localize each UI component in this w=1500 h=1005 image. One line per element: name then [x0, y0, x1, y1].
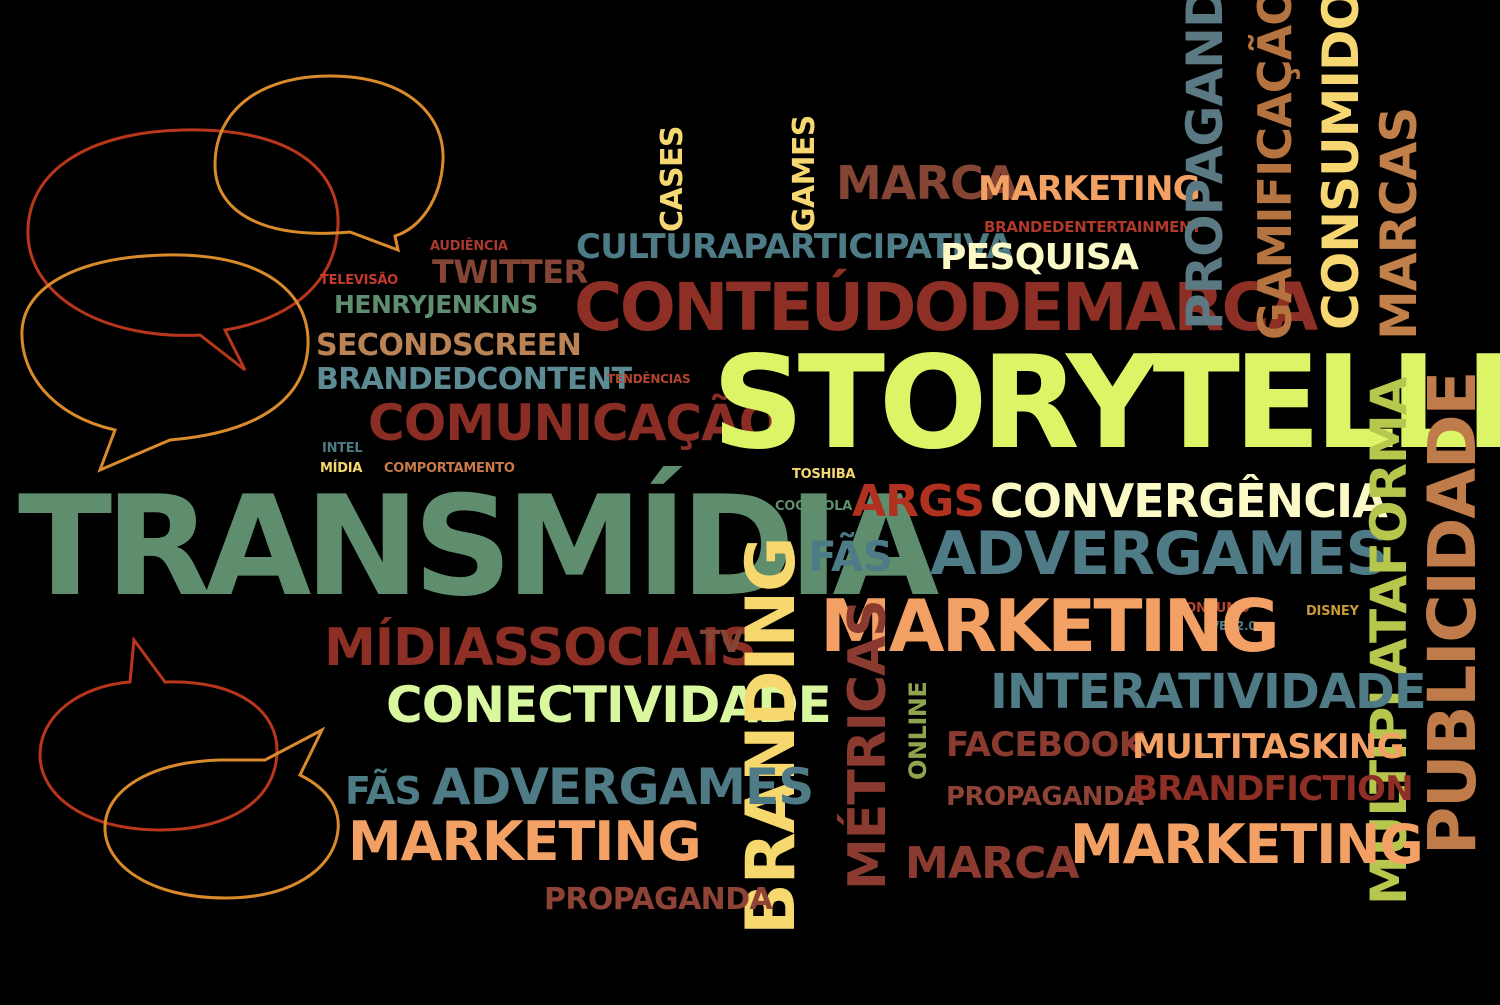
speech-bubble-icon [26, 128, 340, 372]
word-brandedcontent: BRANDEDCONTENT [316, 362, 632, 397]
word-facebook: FACEBOOK [946, 725, 1145, 765]
word-marketing-top: MARKETING [978, 169, 1201, 209]
word-culturaparticipativa: CULTURAPARTICIPATIVA [576, 227, 1013, 267]
speech-bubble-icon [213, 74, 445, 253]
word-secondscreen: SECONDSCREEN [316, 328, 582, 363]
word-disney: DISNEY [1306, 604, 1359, 619]
word-cocacola: COCACOLA [775, 499, 853, 514]
word-cases: CASES [655, 126, 690, 232]
word-interatividade: INTERATIVIDADE [990, 664, 1427, 720]
word-web20: WEB2.0 [1206, 619, 1257, 633]
speech-bubble-icon [20, 253, 310, 473]
word-marketing-right: MARKETING [1070, 813, 1424, 876]
word-branding: BRANDING [732, 537, 811, 935]
word-gamificacao: GAMIFICAÇÃO [1248, 0, 1302, 340]
word-multitasking: MULTITASKING [1132, 727, 1405, 767]
word-pesquisa: PESQUISA [940, 237, 1139, 278]
word-advergames-mid: ADVERGAMES [930, 519, 1389, 589]
word-televisao: TELEVISÃO [320, 273, 398, 288]
word-fas-low: FÃS [345, 769, 422, 813]
word-twitter: TWITTER [432, 253, 588, 291]
word-convergencia: CONVERGÊNCIA [990, 474, 1388, 528]
word-publicidade: PUBLICIDADE [1414, 371, 1491, 855]
word-metricas: MÉTRICAS [838, 600, 898, 890]
word-consumidor: CONSUMIDOR [1312, 0, 1370, 330]
word-intel: INTEL [322, 441, 363, 456]
word-propaganda-low: PROPAGANDA [544, 882, 773, 917]
speech-bubble-icon [38, 635, 279, 832]
word-tv: TV [700, 625, 743, 660]
word-online: ONLINE [904, 681, 932, 780]
word-brandfiction: BRANDFICTION [1132, 769, 1414, 809]
word-args: ARGS [852, 476, 985, 527]
word-marca-top: MARCA [836, 156, 1018, 210]
word-marketing-low: MARKETING [348, 810, 702, 873]
word-storytelling: STORYTELLING [712, 329, 1500, 478]
word-conectividade: CONECTIVIDADE [386, 676, 832, 734]
word-conteudodemarca: CONTEÚDODEMARCA [574, 269, 1318, 346]
word-propaganda-vert: PROPAGANDA [1176, 0, 1234, 330]
word-comportamento: COMPORTAMENTO [384, 461, 515, 476]
word-toshiba: TOSHIBA [792, 467, 856, 482]
word-propaganda-mid: PROPAGANDA [946, 782, 1144, 812]
word-marca-low: MARCA [905, 838, 1080, 889]
word-consumo: CONSUMO [1176, 601, 1250, 616]
word-henryjenkins: HENRYJENKINS [334, 290, 538, 319]
word-tendencias: TENDÊNCIAS [607, 372, 691, 386]
word-fas-mid: FÃS [808, 532, 893, 581]
word-comunicacao: COMUNICAÇÃO [368, 394, 781, 452]
word-transmidia: TRANSMÍDIA [18, 466, 939, 627]
word-marcas: MARCAS [1370, 107, 1428, 340]
speech-bubble-icon [103, 726, 340, 900]
word-brandedentertainment: BRANDEDENTERTAINMENT [984, 218, 1202, 236]
word-audiencia: AUDIÊNCIA [430, 239, 508, 254]
word-midia: MÍDIA [320, 461, 363, 476]
word-midiassociais: MÍDIASSOCIAIS [324, 618, 757, 678]
word-games: GAMES [787, 115, 822, 232]
word-marketing-mid: MARKETING [820, 584, 1280, 668]
word-advergames-low: ADVERGAMES [432, 758, 814, 816]
